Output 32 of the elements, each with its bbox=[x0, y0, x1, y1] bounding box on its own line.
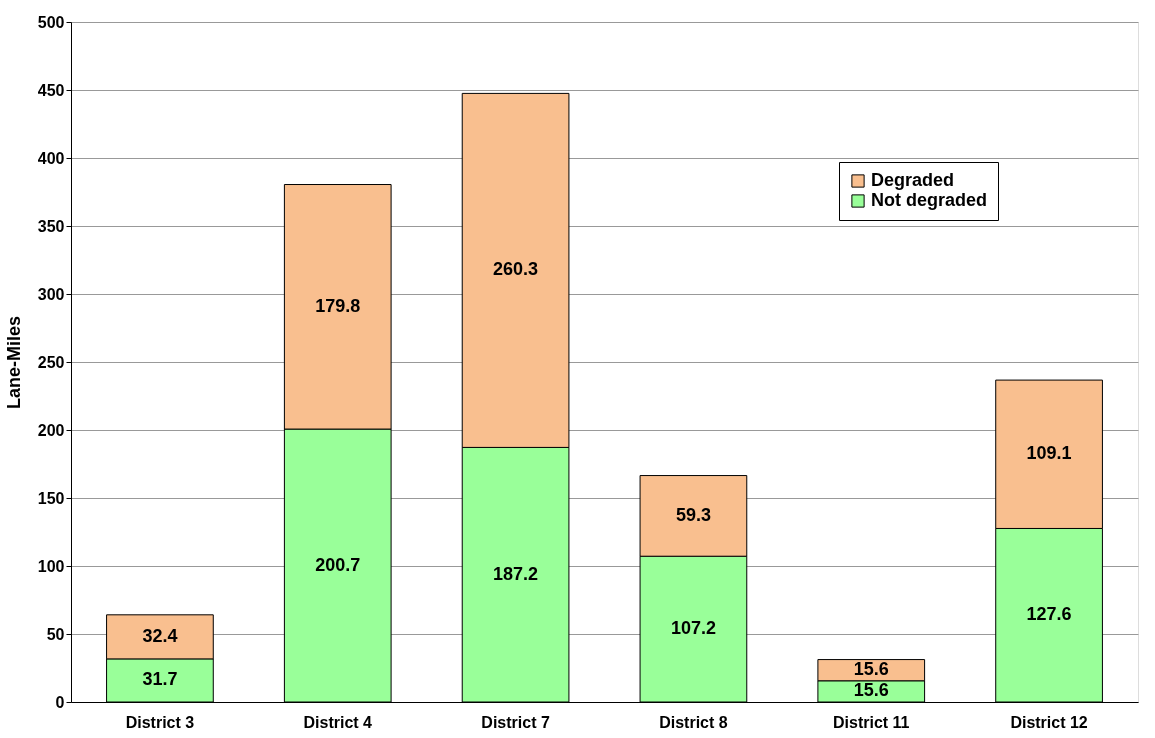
y-axis-title: Lane-Miles bbox=[3, 315, 24, 410]
data-label: 15.6 bbox=[853, 659, 889, 680]
y-tick-label: 450 bbox=[37, 81, 65, 99]
y-tick-label: 250 bbox=[37, 353, 65, 371]
data-label: 15.6 bbox=[853, 680, 889, 701]
y-tick-label: 200 bbox=[37, 421, 65, 439]
legend-label: Degraded bbox=[871, 170, 955, 190]
data-label: 260.3 bbox=[493, 259, 539, 280]
data-label: 200.7 bbox=[315, 554, 361, 575]
y-tick-label: 350 bbox=[37, 217, 65, 235]
y-tick-label: 0 bbox=[55, 693, 65, 711]
data-label: 59.3 bbox=[675, 504, 711, 525]
x-tick-label: District 3 bbox=[125, 713, 195, 731]
data-label: 31.7 bbox=[142, 669, 178, 690]
data-label: 127.6 bbox=[1026, 604, 1072, 625]
data-label: 109.1 bbox=[1026, 443, 1072, 464]
y-tick-label: 50 bbox=[46, 625, 65, 643]
x-tick-label: District 4 bbox=[303, 713, 373, 731]
y-tick-label: 100 bbox=[37, 557, 65, 575]
x-tick-label: District 8 bbox=[659, 713, 728, 731]
y-tick-label: 500 bbox=[37, 13, 65, 31]
x-tick-label: District 7 bbox=[481, 713, 550, 731]
y-tick-label: 400 bbox=[37, 149, 65, 167]
x-tick-label: District 12 bbox=[1010, 713, 1088, 731]
data-label: 32.4 bbox=[142, 625, 178, 646]
data-label: 187.2 bbox=[493, 563, 539, 584]
y-tick-label: 150 bbox=[37, 489, 65, 507]
data-label: 179.8 bbox=[315, 295, 361, 316]
y-tick-label: 300 bbox=[37, 285, 65, 303]
x-tick-label: District 11 bbox=[833, 713, 910, 731]
legend-label: Not degraded bbox=[871, 190, 988, 210]
data-label: 107.2 bbox=[670, 618, 716, 639]
